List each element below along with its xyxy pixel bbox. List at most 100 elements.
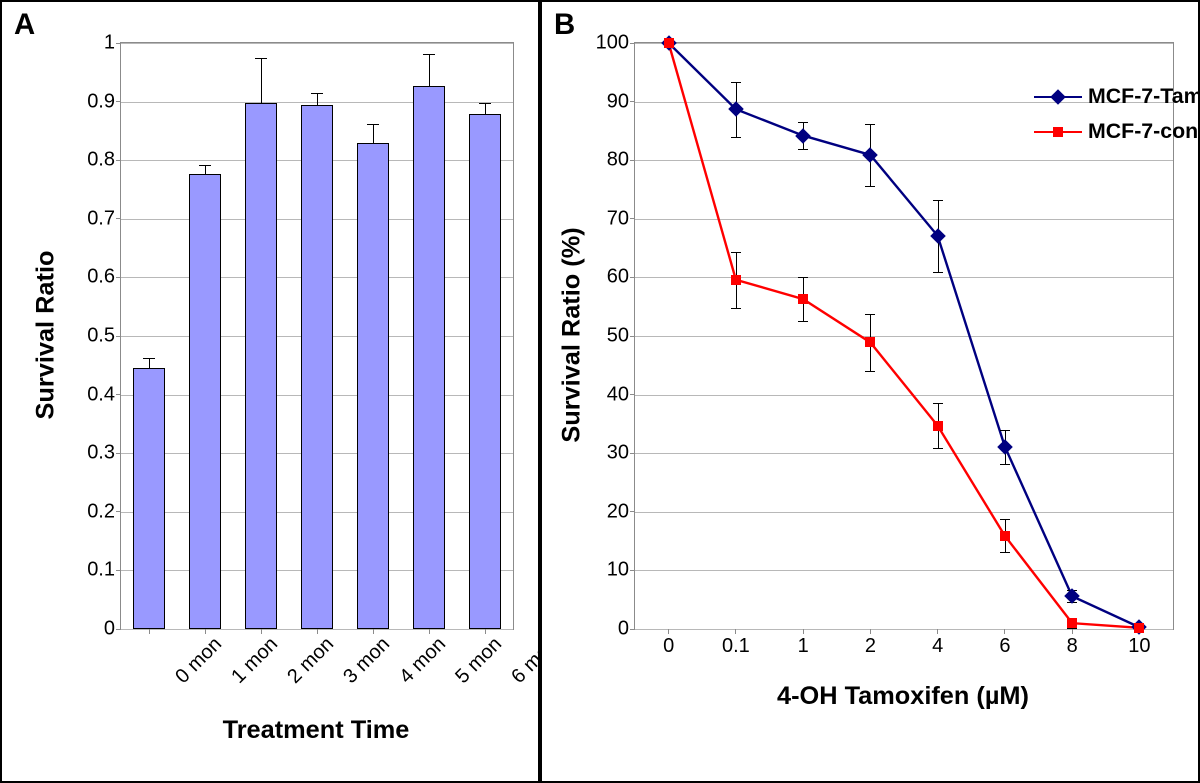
panel-b-errorcap xyxy=(865,314,875,315)
panel-b-x-tickmark xyxy=(870,629,871,634)
panel-a-y-tick-label: 0.6 xyxy=(87,266,121,289)
panel-b-errorcap xyxy=(731,252,741,253)
panel-a-y-tick-label: 0.1 xyxy=(87,559,121,582)
panel-b-x-tick-label: 8 xyxy=(1067,635,1078,658)
panel-b-errorcap xyxy=(798,149,808,150)
panel-b-errorcap xyxy=(933,403,943,404)
panel-a-errorcap xyxy=(143,358,155,359)
panel-b-y-tick-label: 0 xyxy=(618,618,635,641)
panel-b-y-tick-label: 40 xyxy=(607,383,635,406)
panel-b-errorcap xyxy=(731,308,741,309)
panel-b-errorcap xyxy=(865,186,875,187)
panel-b-x-tickmark xyxy=(937,629,938,634)
panel-b-marker xyxy=(865,337,875,347)
legend-row: MCF-7-control xyxy=(1034,119,1200,144)
panel-a-y-tick-label: 0.9 xyxy=(87,90,121,113)
panel-a-bar xyxy=(245,103,277,629)
panel-a-x-tickmark xyxy=(261,629,262,634)
panel-b-marker xyxy=(933,421,943,431)
panel-b-errorcap xyxy=(1000,464,1010,465)
panel-b-x-tick-label: 0 xyxy=(663,635,674,658)
panel-a-errorcap xyxy=(199,165,211,166)
panel-b-x-tickmark xyxy=(668,629,669,634)
legend-swatch xyxy=(1034,87,1082,107)
panel-b-errorcap xyxy=(933,200,943,201)
panel-a-bar xyxy=(413,86,445,629)
panel-b-marker xyxy=(1000,531,1010,541)
panel-b-errorcap xyxy=(933,272,943,273)
panel-b-x-axis-title: 4-OH Tamoxifen (µM) xyxy=(777,682,1029,711)
panel-b-marker xyxy=(798,294,808,304)
legend-marker xyxy=(1050,89,1066,105)
panel-a-errorcap xyxy=(367,124,379,125)
panel-b-errorcap xyxy=(731,82,741,83)
panel-a-errorcap xyxy=(255,58,267,59)
panel-b-errorcap xyxy=(798,122,808,123)
panel-a-errorcap xyxy=(311,93,323,94)
legend-label: MCF-7-TamR xyxy=(1088,84,1200,109)
panel-a-gridline xyxy=(121,43,513,44)
panel-a-errorbar xyxy=(261,58,262,103)
panel-b-errorcap xyxy=(933,448,943,449)
panel-a-errorbar xyxy=(149,358,150,369)
panel-a-y-tick-label: 0.8 xyxy=(87,149,121,172)
panel-a-errorbar xyxy=(317,93,318,104)
panel-b-y-tick-label: 20 xyxy=(607,500,635,523)
panel-b-x-tickmark xyxy=(1004,629,1005,634)
panel-b-y-tick-label: 30 xyxy=(607,442,635,465)
figure: A 00.10.20.30.40.50.60.70.80.910 mon1 mo… xyxy=(0,0,1200,783)
panel-a-x-tickmark xyxy=(317,629,318,634)
panel-a-bar xyxy=(357,143,389,629)
panel-b-marker xyxy=(1067,618,1077,628)
panel-a-x-tickmark xyxy=(149,629,150,634)
panel-a-y-tick-label: 0 xyxy=(104,618,121,641)
panel-b-legend: MCF-7-TamR MCF-7-control xyxy=(1034,84,1200,144)
panel-b-y-tick-label: 60 xyxy=(607,266,635,289)
panel-a-bar xyxy=(133,368,165,629)
panel-b-y-axis-title: Survival Ratio (%) xyxy=(558,227,587,442)
panel-b-y-tick-label: 100 xyxy=(596,32,635,55)
panel-b-x-tick-label: 10 xyxy=(1128,635,1150,658)
panel-b-y-tick-label: 70 xyxy=(607,207,635,230)
panel-b-errorcap xyxy=(798,321,808,322)
panel-a-errorbar xyxy=(205,165,206,173)
panel-b-x-tick-label: 4 xyxy=(932,635,943,658)
panel-a-x-tickmark xyxy=(373,629,374,634)
panel-a-y-tick-label: 0.5 xyxy=(87,325,121,348)
panel-a-errorcap xyxy=(423,54,435,55)
panel-a-y-tick-label: 0.3 xyxy=(87,442,121,465)
panel-b-y-tick-label: 80 xyxy=(607,149,635,172)
panel-a-x-tick-label: 2 mon xyxy=(283,633,339,689)
panel-a-letter: A xyxy=(14,8,35,42)
panel-b-errorcap xyxy=(1000,430,1010,431)
legend-label: MCF-7-control xyxy=(1088,119,1200,144)
panel-b-errorcap xyxy=(731,137,741,138)
panel-a-y-tick-label: 1 xyxy=(104,32,121,55)
panel-a-x-tick-label: 6 mon xyxy=(507,633,540,689)
panel-b-x-tickmark xyxy=(735,629,736,634)
panel-a-x-tickmark xyxy=(205,629,206,634)
panel-a-x-tick-label: 1 mon xyxy=(227,633,283,689)
panel-a: A 00.10.20.30.40.50.60.70.80.910 mon1 mo… xyxy=(0,0,540,783)
panel-a-bar xyxy=(189,174,221,629)
panel-a-x-tick-label: 5 mon xyxy=(451,633,507,689)
panel-a-y-tick-label: 0.2 xyxy=(87,500,121,523)
panel-b-y-tick-label: 10 xyxy=(607,559,635,582)
panel-a-x-tick-label: 0 mon xyxy=(171,633,227,689)
panel-b-y-tick-label: 50 xyxy=(607,325,635,348)
panel-a-plot-area: 00.10.20.30.40.50.60.70.80.910 mon1 mon2… xyxy=(120,42,514,630)
panel-a-errorbar xyxy=(485,103,486,114)
panel-a-errorbar xyxy=(429,54,430,86)
panel-a-x-tickmark xyxy=(429,629,430,634)
panel-b-errorcap xyxy=(865,371,875,372)
panel-a-y-tick-label: 0.7 xyxy=(87,207,121,230)
panel-a-errorcap xyxy=(479,103,491,104)
panel-a-x-tick-label: 3 mon xyxy=(339,633,395,689)
panel-b-errorcap xyxy=(865,124,875,125)
legend-swatch xyxy=(1034,122,1082,142)
panel-b-errorcap xyxy=(798,277,808,278)
legend-row: MCF-7-TamR xyxy=(1034,84,1200,109)
panel-a-y-tick-label: 0.4 xyxy=(87,383,121,406)
panel-b-marker xyxy=(731,275,741,285)
panel-b-x-tick-label: 6 xyxy=(999,635,1010,658)
